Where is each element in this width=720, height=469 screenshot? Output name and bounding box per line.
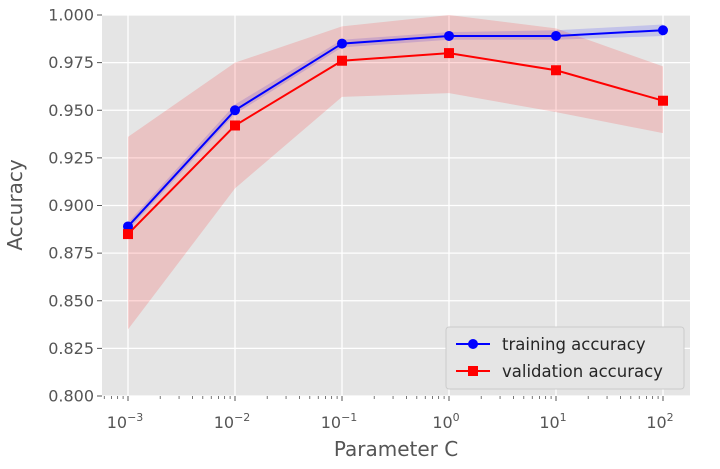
y-tick-label: 0.900 <box>48 196 94 215</box>
point-validation-accuracy <box>551 65 561 76</box>
y-tick-label: 1.000 <box>48 6 94 25</box>
point-training-accuracy <box>123 221 133 232</box>
point-training-accuracy <box>551 30 561 41</box>
y-axis-label: Accuracy <box>3 159 27 250</box>
grid <box>102 14 690 397</box>
y-tick-label: 0.850 <box>48 291 94 310</box>
point-training-accuracy <box>658 25 668 36</box>
axis-ticks <box>97 14 664 401</box>
x-tick-labels: 10−3 10−2 10−1 100 101 102 <box>107 411 674 432</box>
line-training-accuracy <box>127 29 664 228</box>
y-tick-label: 0.925 <box>48 148 94 167</box>
point-validation-accuracy <box>337 55 347 66</box>
legend-training-marker <box>468 339 478 349</box>
series-markers <box>123 25 668 240</box>
line-validation-accuracy <box>127 52 664 235</box>
y-tick-label: 0.950 <box>48 101 94 120</box>
legend-validation-marker <box>468 366 478 376</box>
legend: training accuracy validation accuracy <box>445 326 685 390</box>
point-training-accuracy <box>337 38 347 49</box>
legend-training-label: training accuracy <box>502 335 646 354</box>
point-validation-accuracy <box>658 95 668 106</box>
x-tick-label: 10−1 <box>321 411 358 432</box>
point-training-accuracy <box>230 105 240 116</box>
x-tick-label: 10−3 <box>107 411 144 432</box>
point-training-accuracy <box>444 30 454 41</box>
y-tick-label: 0.875 <box>48 244 94 263</box>
point-validation-accuracy <box>123 229 133 240</box>
legend-box <box>445 326 685 390</box>
x-axis-label: Parameter C <box>334 437 458 461</box>
y-tick-label: 0.800 <box>48 387 94 406</box>
legend-validation-label: validation accuracy <box>502 362 663 381</box>
point-validation-accuracy <box>230 120 240 131</box>
x-tick-label: 10−2 <box>214 411 251 432</box>
x-tick-label: 102 <box>646 411 673 432</box>
y-tick-label: 0.975 <box>48 53 94 72</box>
x-tick-label: 101 <box>539 411 566 432</box>
y-tick-labels: 0.800 0.825 0.850 0.875 0.900 0.925 0.950 0.975… <box>48 6 94 406</box>
point-validation-accuracy <box>444 48 454 59</box>
y-tick-label: 0.825 <box>48 339 94 358</box>
series-lines <box>127 29 664 235</box>
x-tick-label: 100 <box>432 411 459 432</box>
